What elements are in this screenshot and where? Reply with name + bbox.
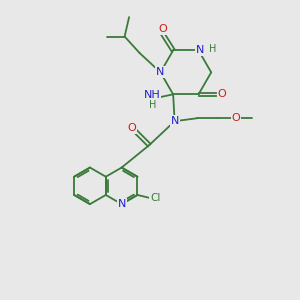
Text: N: N xyxy=(170,116,179,126)
Text: O: O xyxy=(232,113,240,123)
Text: N: N xyxy=(117,199,126,209)
Text: O: O xyxy=(158,24,167,34)
Text: N: N xyxy=(196,45,204,56)
Text: Cl: Cl xyxy=(150,193,161,203)
Text: N: N xyxy=(156,68,165,77)
Text: O: O xyxy=(128,123,136,133)
Text: O: O xyxy=(218,89,226,99)
Text: H: H xyxy=(209,44,216,54)
Text: H: H xyxy=(148,100,156,110)
Text: NH: NH xyxy=(144,90,160,100)
